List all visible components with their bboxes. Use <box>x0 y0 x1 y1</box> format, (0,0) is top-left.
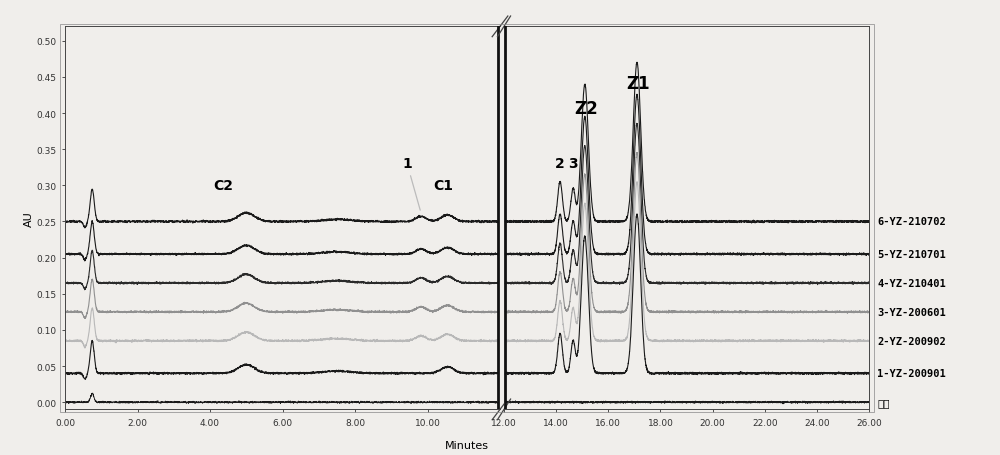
Text: 1-YZ-200901: 1-YZ-200901 <box>877 369 946 379</box>
Text: 5-YZ-210701: 5-YZ-210701 <box>877 249 946 259</box>
Text: C2: C2 <box>214 178 234 192</box>
Text: 2-YZ-200902: 2-YZ-200902 <box>877 336 946 346</box>
Y-axis label: AU: AU <box>24 211 34 226</box>
Text: 3: 3 <box>568 157 578 171</box>
Text: 3-YZ-200601: 3-YZ-200601 <box>877 307 946 317</box>
Text: 1: 1 <box>402 157 420 211</box>
Text: 溶剂: 溶剂 <box>877 397 890 407</box>
Text: C1: C1 <box>433 178 453 192</box>
Text: Minutes: Minutes <box>445 440 489 450</box>
Text: 6-YZ-210702: 6-YZ-210702 <box>877 217 946 227</box>
Text: 2: 2 <box>555 157 565 171</box>
Text: 4-YZ-210401: 4-YZ-210401 <box>877 278 946 288</box>
Text: Z1: Z1 <box>627 75 650 92</box>
Text: Z2: Z2 <box>574 100 598 118</box>
